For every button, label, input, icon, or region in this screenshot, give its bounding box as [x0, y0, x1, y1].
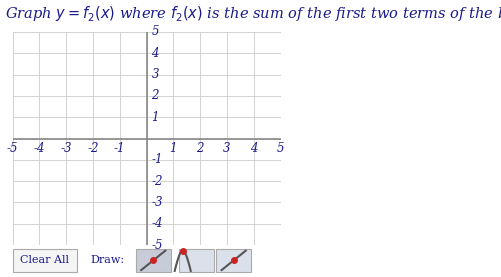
Text: 3: 3	[223, 142, 230, 155]
Text: -1: -1	[151, 153, 163, 166]
Text: Graph $y = f_2(x)$ where $f_2(x)$ is the sum of the first two terms of the binom: Graph $y = f_2(x)$ where $f_2(x)$ is the…	[5, 1, 501, 31]
Text: 4: 4	[151, 47, 159, 60]
Text: -3: -3	[151, 196, 163, 209]
Text: 2: 2	[151, 89, 159, 102]
Text: 1: 1	[170, 142, 177, 155]
FancyBboxPatch shape	[216, 249, 251, 272]
FancyBboxPatch shape	[136, 249, 171, 272]
FancyBboxPatch shape	[13, 249, 77, 272]
Text: -2: -2	[151, 175, 163, 188]
FancyBboxPatch shape	[179, 249, 213, 272]
Text: 3: 3	[151, 68, 159, 81]
Text: -4: -4	[151, 217, 163, 230]
Text: Draw:: Draw:	[90, 255, 124, 265]
Text: 4: 4	[250, 142, 258, 155]
Text: -4: -4	[34, 142, 45, 155]
Text: -5: -5	[151, 239, 163, 252]
Text: 5: 5	[151, 25, 159, 38]
Text: 2: 2	[196, 142, 204, 155]
Text: -3: -3	[61, 142, 72, 155]
Text: -5: -5	[7, 142, 18, 155]
Text: -1: -1	[114, 142, 125, 155]
Text: 5: 5	[277, 142, 284, 155]
Text: 1: 1	[151, 111, 159, 124]
Text: Clear All: Clear All	[20, 255, 69, 265]
Text: -2: -2	[87, 142, 99, 155]
